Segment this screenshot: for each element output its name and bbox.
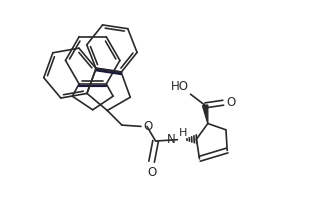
Text: O: O	[147, 166, 156, 179]
Text: O: O	[143, 120, 153, 133]
Polygon shape	[202, 105, 208, 124]
Text: N: N	[167, 132, 176, 145]
Text: HO: HO	[171, 79, 189, 93]
Text: H: H	[179, 128, 187, 138]
Text: O: O	[226, 96, 236, 109]
